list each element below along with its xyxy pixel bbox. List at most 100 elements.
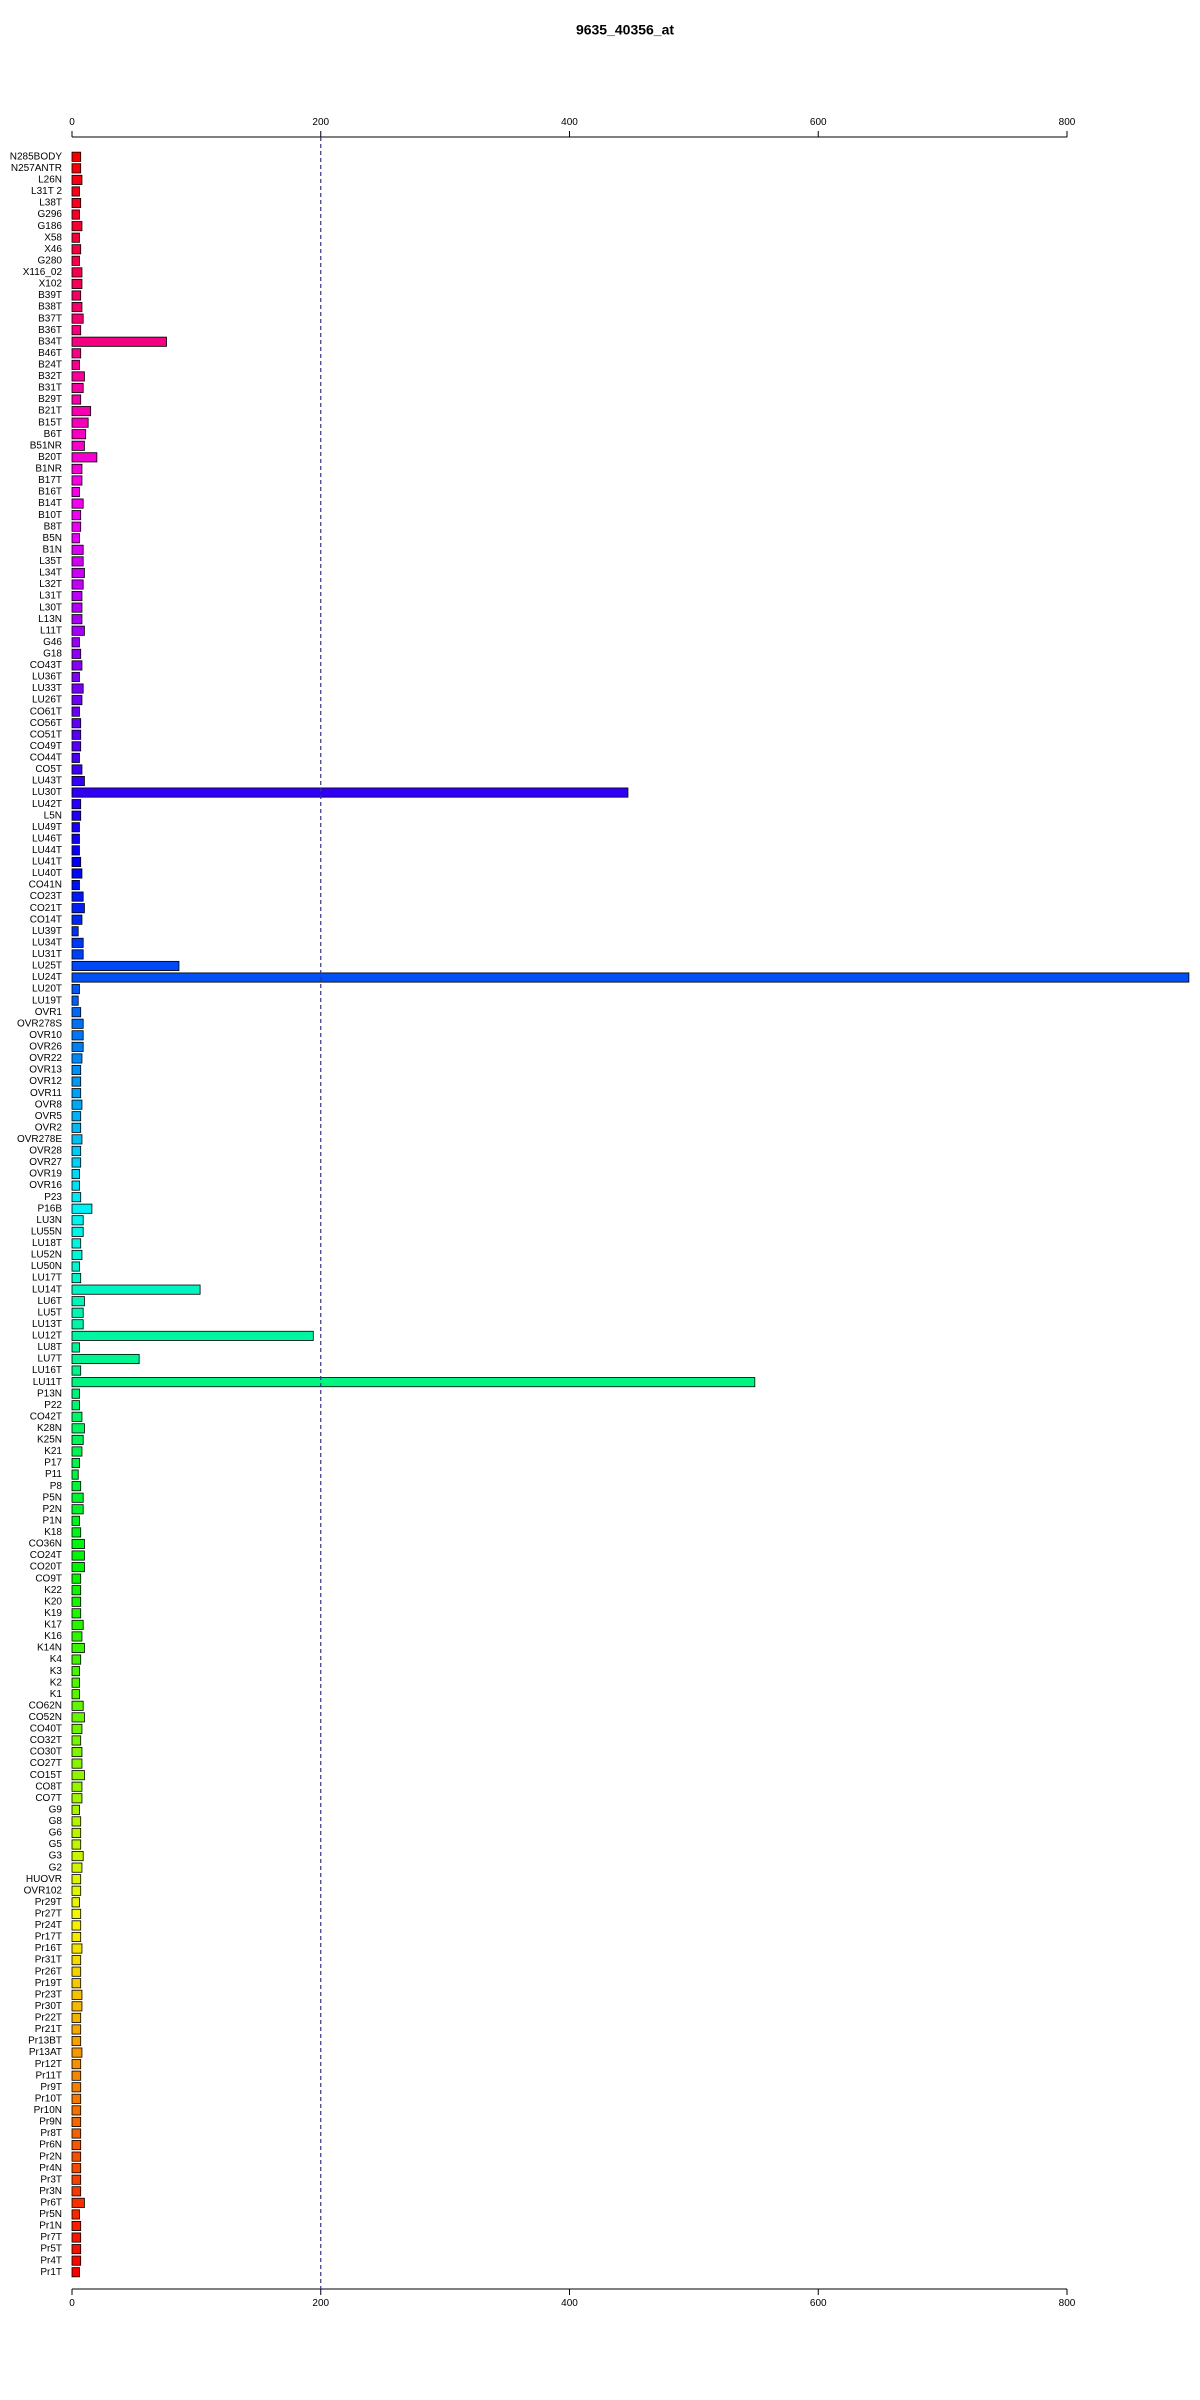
bar — [71, 960, 180, 971]
bar — [71, 1319, 84, 1330]
bar — [71, 290, 82, 301]
bar — [71, 1446, 83, 1457]
y-tick-label: CO49T — [30, 741, 62, 752]
bar — [71, 1723, 83, 1734]
y-tick-label: Pr27T — [35, 1909, 62, 1920]
bar — [71, 1076, 82, 1087]
bar — [71, 1273, 82, 1284]
y-tick-label: K17 — [44, 1620, 62, 1631]
y-tick-label: G46 — [43, 637, 62, 648]
bar — [71, 1238, 82, 1249]
y-tick-label: CO44T — [30, 753, 62, 764]
bar — [71, 822, 80, 833]
y-tick-label: LU39T — [32, 926, 62, 937]
bar — [71, 1747, 83, 1758]
bar — [71, 1249, 83, 1260]
y-tick-label: B34T — [38, 336, 62, 347]
bar — [71, 764, 83, 775]
y-tick-label: LU33T — [32, 683, 62, 694]
bar — [71, 186, 80, 197]
y-tick-label: CO61T — [30, 706, 62, 717]
bar — [71, 1550, 85, 1561]
y-tick-label: CO23T — [30, 891, 62, 902]
y-tick-label: LU31T — [32, 949, 62, 960]
y-tick-label: CO52N — [29, 1712, 62, 1723]
y-tick-label: Pr5T — [40, 2244, 62, 2255]
y-tick-label: B39T — [38, 290, 62, 301]
bar — [71, 1203, 93, 1214]
x-tick-label: 600 — [810, 117, 827, 128]
y-tick-label: Pr10N — [34, 2105, 62, 2116]
bar — [71, 174, 83, 185]
bar — [71, 2267, 80, 2278]
bar — [71, 1018, 84, 1029]
bar — [71, 1608, 82, 1619]
y-tick-label: B32T — [38, 371, 62, 382]
bar — [71, 1920, 82, 1931]
bar — [71, 533, 80, 544]
y-tick-label: B17T — [38, 475, 62, 486]
bar — [71, 313, 84, 324]
y-tick-label: G280 — [38, 255, 63, 266]
bar — [71, 972, 1190, 983]
bar — [71, 625, 85, 636]
bar — [71, 845, 80, 856]
bar — [71, 567, 85, 578]
bar — [71, 2163, 82, 2174]
bar — [71, 706, 80, 717]
bar — [71, 2001, 83, 2012]
bar — [71, 1839, 82, 1850]
bar — [71, 2186, 82, 2197]
y-tick-label: OVR27 — [29, 1157, 62, 1168]
bar — [71, 2197, 85, 2208]
y-tick-label: X102 — [39, 279, 63, 290]
bar — [71, 452, 98, 463]
y-tick-label: OVR16 — [29, 1180, 62, 1191]
y-tick-label: OVR1 — [35, 1007, 63, 1018]
bar — [71, 833, 80, 844]
bar — [71, 648, 82, 659]
y-tick-label: Pr3T — [40, 2174, 62, 2185]
bar — [71, 278, 83, 289]
y-tick-label: OVR278E — [17, 1134, 62, 1145]
y-tick-label: B6T — [44, 429, 62, 440]
y-tick-label: Pr11T — [36, 2070, 63, 2081]
bar — [71, 1793, 83, 1804]
bar — [71, 1712, 85, 1723]
y-tick-label: LU16T — [32, 1365, 62, 1376]
y-tick-label: Pr8T — [40, 2128, 62, 2139]
y-tick-label: CO14T — [30, 914, 62, 925]
bar — [71, 1261, 80, 1272]
bar — [71, 799, 82, 810]
bar — [71, 1955, 82, 1966]
bar — [71, 1088, 82, 1099]
bar — [71, 510, 82, 521]
bar — [71, 163, 82, 174]
y-tick-label: Pr5N — [39, 2209, 62, 2220]
y-tick-label: LU24T — [32, 972, 62, 983]
y-tick-label: OVR5 — [35, 1111, 63, 1122]
y-tick-label: K19 — [44, 1608, 62, 1619]
bar — [71, 683, 84, 694]
y-tick-label: L26N — [38, 175, 62, 186]
y-tick-label: LU41T — [32, 857, 62, 868]
bar — [71, 1041, 84, 1052]
y-tick-label: Pr4T — [40, 2255, 62, 2266]
y-tick-label: G296 — [38, 209, 63, 220]
bar — [71, 1874, 82, 1885]
bar — [71, 1157, 82, 1168]
y-tick-label: G18 — [43, 648, 62, 659]
bar — [71, 2059, 82, 2070]
y-tick-label: LU30T — [32, 787, 62, 798]
bar — [71, 521, 82, 532]
bar — [71, 1851, 84, 1862]
y-tick-label: LU13T — [32, 1319, 62, 1330]
bar — [71, 1099, 83, 1110]
bar — [71, 221, 83, 232]
bar — [71, 1642, 85, 1654]
bar — [71, 614, 83, 625]
y-tick-label: B36T — [38, 325, 62, 336]
y-tick-label: X46 — [44, 244, 62, 255]
y-tick-label: B8T — [44, 521, 62, 532]
bar — [71, 2082, 82, 2093]
